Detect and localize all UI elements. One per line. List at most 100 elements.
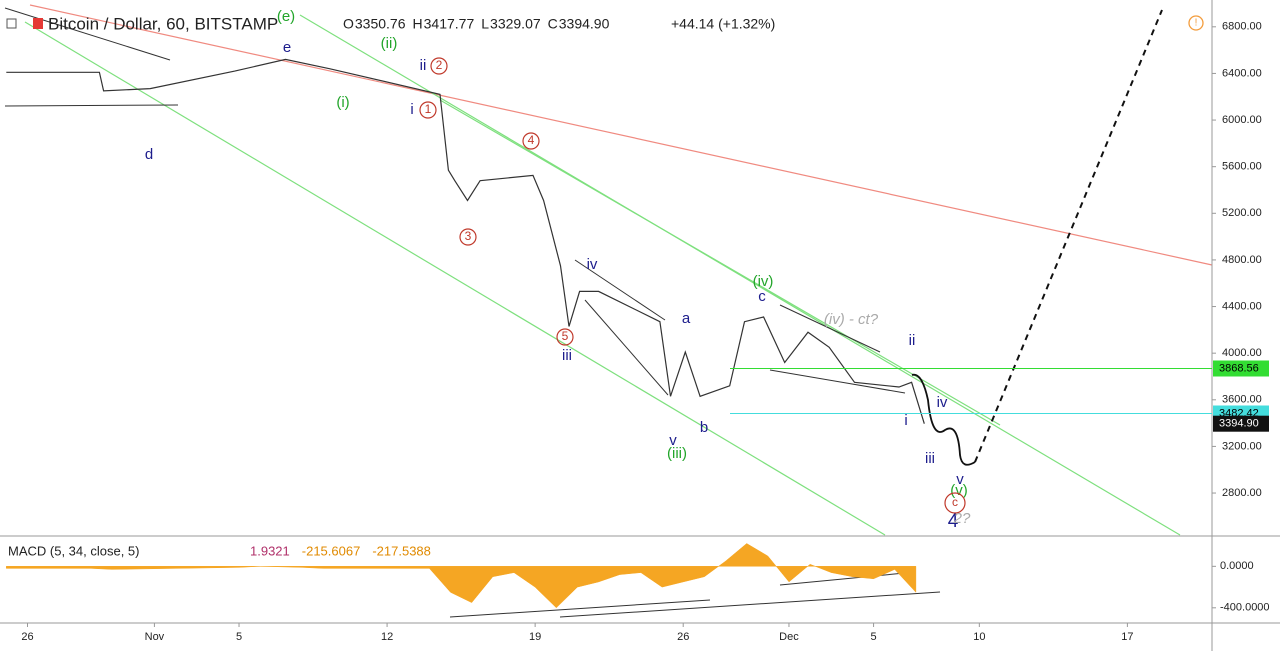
wave-label: (e) [277,8,295,25]
alert-icon[interactable] [1188,15,1204,31]
black-trendline [4,104,179,107]
macd-trendline [449,599,711,618]
price-label: 3868.56 [1219,362,1259,374]
y-tick-label: 2800.00 [1222,487,1262,499]
projection-curve [911,373,976,466]
macd-readout: -215.6067 [302,543,361,558]
change: +44.14 (+1.32%) [671,16,775,32]
wave-label: c [952,495,958,509]
red-trendline [29,4,1213,266]
y-tick-label: 4000.00 [1222,347,1262,359]
wave-label: iii [562,347,572,364]
trend-lines [4,4,1213,618]
x-tick-label: Nov [145,631,165,643]
macd-trendline [779,572,906,586]
wave-label: v [669,432,677,449]
x-tick-label: 5 [871,631,877,643]
wave-label: i [904,412,907,429]
black-trendline [4,7,171,61]
wave-label: ii [420,57,427,74]
green-channel [439,99,1001,426]
wave-label: (iv) - ct? [824,311,879,328]
x-tick-label: 10 [973,631,985,643]
wave-label: 2 [436,58,443,72]
wave-circle [459,228,477,246]
x-tick-label: 12 [381,631,393,643]
wave-label: 2? [953,510,971,527]
wave-circle [419,101,437,119]
wave-label: b [700,419,708,436]
wave-label: v [956,471,964,488]
ohlc-value: 3350.76 [355,16,406,32]
wave-label: iv [937,394,948,411]
wave-circle [944,492,966,514]
x-tick-label: Dec [779,631,799,643]
ohlc-value: 3394.90 [559,16,610,32]
x-tick-label: 5 [236,631,242,643]
black-trendline [769,369,906,394]
wave-label: a [682,310,691,327]
wave-label: 4 [528,133,535,147]
wave-label: i [410,101,413,118]
y-tick-label: 4800.00 [1222,254,1262,266]
y-tick-label: 6800.00 [1222,21,1262,33]
wave-label: c [758,288,766,305]
macd-readout: 1.9321 [250,543,290,558]
price-label-box [1213,360,1269,377]
wave-label: ii [909,332,916,349]
x-tick-label: 17 [1121,631,1133,643]
x-tick-label: 26 [677,631,689,643]
black-trendline [574,259,666,321]
macd-title: MACD (5, 34, close, 5) [8,543,140,558]
wave-label: (iv) [753,273,774,290]
wave-circle [522,132,540,150]
ohlc-header: O 3350.76 H 3417.77 L 3329.07 C 3394.90 [343,16,610,32]
symbol-icon [33,18,43,29]
wave-label: iv [587,256,598,273]
macd-trendline [559,591,941,618]
ohlc-value: 3417.77 [424,16,475,32]
green-channel [24,21,886,536]
y-tick-label: 6000.00 [1222,114,1262,126]
x-tick-label: 26 [21,631,33,643]
wave-label: iii [925,450,935,467]
macd-y-tick-label: 0.0000 [1220,560,1254,572]
y-tick-label: 6400.00 [1222,67,1262,79]
y-tick-label: 4400.00 [1222,300,1262,312]
wave-label: 4 [948,511,959,532]
y-tick-label: 5200.00 [1222,207,1262,219]
wave-label: d [145,146,153,163]
macd-y-tick-label: -400.0000 [1220,602,1270,614]
macd-readout: -217.5388 [372,543,431,558]
wave-label: (v) [950,482,968,499]
wave-label: 5 [562,329,569,343]
ohlc-value: 3329.07 [490,16,541,32]
collapse-icon[interactable] [6,18,17,29]
wave-label: (iii) [667,445,687,462]
ohlc-label: L [481,16,489,32]
wave-label: (ii) [381,35,398,52]
price-label: 3394.90 [1219,418,1259,430]
y-tick-label: 3600.00 [1222,394,1262,406]
x-tick-label: 19 [529,631,541,643]
y-tick-label: 5600.00 [1222,161,1262,173]
wave-circle [430,57,448,75]
ohlc-label: H [413,16,423,32]
macd-histogram [6,543,917,609]
ohlc-label: O [343,16,354,32]
y-tick-label: 3200.00 [1222,440,1262,452]
wave-label: e [283,39,291,56]
black-trendline [584,299,669,396]
green-channel [299,14,1181,536]
wave-label: (i) [336,94,349,111]
price-label-box [1213,415,1269,432]
wave-label: 1 [425,102,432,116]
wave-circle [556,328,574,346]
black-trendline [779,304,881,353]
chart-title: Bitcoin / Dollar, 60, BITSTAMP [48,14,278,33]
ohlc-label: C [548,16,558,32]
price-line [6,58,925,424]
projection-dashed [974,9,1163,463]
